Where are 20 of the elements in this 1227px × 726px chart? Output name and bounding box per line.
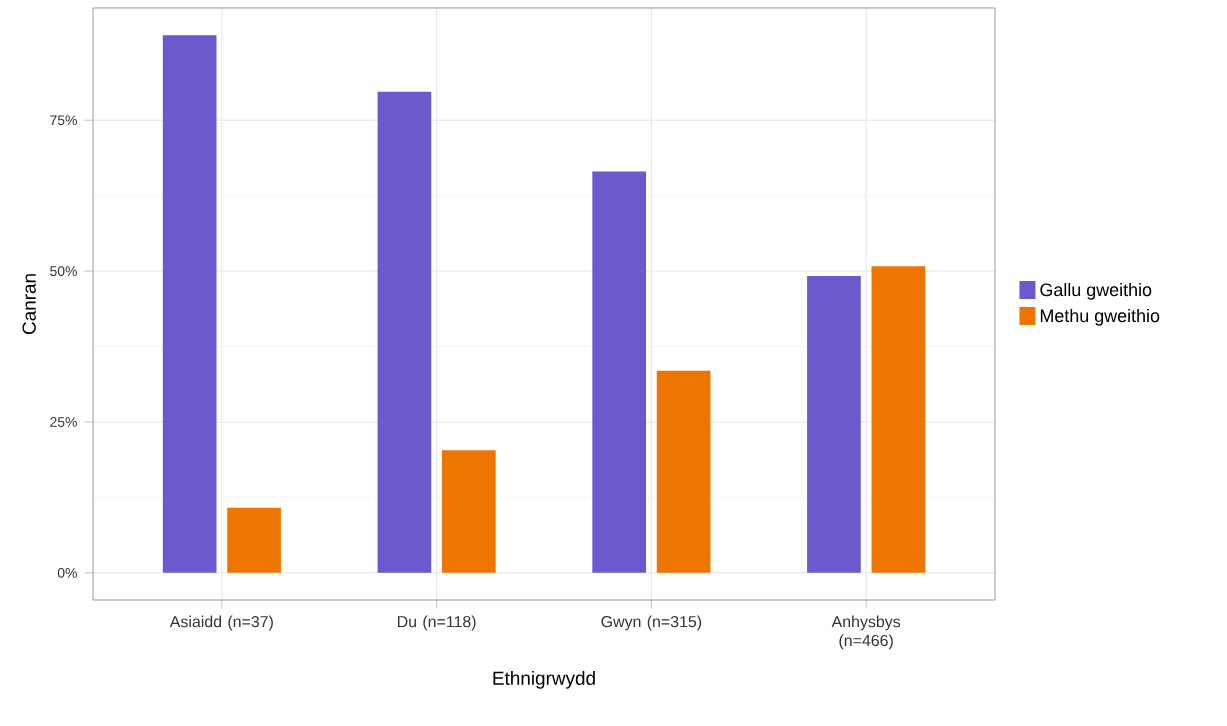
bar [871,266,926,573]
x-tick-label: Gwyn (n=315) [601,615,702,631]
x-tick-label: Anhysbys (n=466) [831,615,901,650]
y-axis-title: Canran [22,274,36,335]
y-tick-label: 0% [57,567,77,578]
x-tick-label: Asiaidd (n=37) [169,615,273,631]
bar [227,507,281,573]
bar [441,450,496,573]
y-tick-label: 50% [50,266,77,277]
x-axis-title: Ethnigrwydd [493,671,595,689]
x-tick-label: Du (n=118) [397,615,476,631]
bar [162,35,217,573]
y-tick-label: 75% [50,115,77,126]
bar [807,275,861,573]
bar [592,171,647,573]
y-tick-label: 25% [50,417,77,427]
bar [656,370,711,573]
bar [377,91,432,573]
legend-label: Methu gweithio [1040,308,1160,326]
legend-label: Gallu gweithio [1040,283,1152,300]
